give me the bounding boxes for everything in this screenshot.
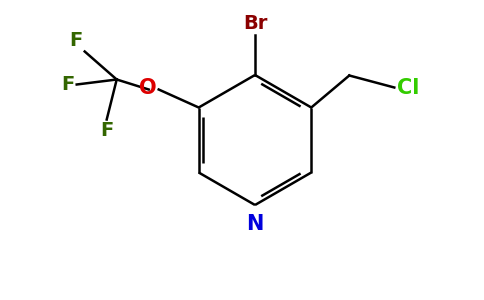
- Text: N: N: [246, 214, 264, 234]
- Text: F: F: [61, 75, 75, 94]
- Text: F: F: [70, 31, 83, 50]
- Text: Br: Br: [243, 14, 267, 33]
- Text: O: O: [139, 79, 157, 98]
- Text: F: F: [100, 122, 113, 140]
- Text: Cl: Cl: [397, 77, 420, 98]
